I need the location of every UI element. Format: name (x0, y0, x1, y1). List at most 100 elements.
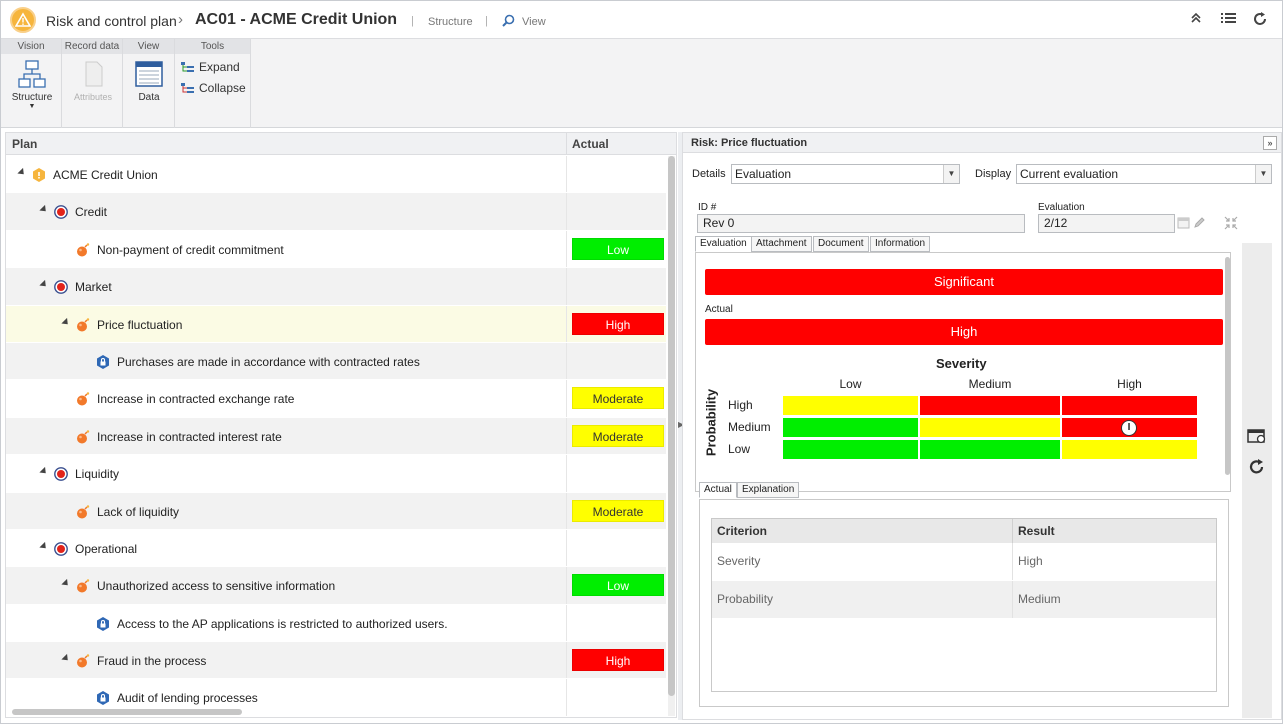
risk-bomb-icon (77, 243, 90, 257)
table-row[interactable]: Unauthorized access to sensitive informa… (6, 567, 666, 605)
divider (566, 417, 567, 455)
tree-node-label[interactable]: Purchases are made in accordance with co… (117, 354, 420, 369)
tab-actual[interactable]: Actual (699, 482, 737, 498)
table-row[interactable]: Access to the AP applications is restric… (6, 604, 666, 643)
expand-arrow-icon[interactable] (61, 579, 71, 589)
structure-link[interactable]: Structure (428, 16, 473, 28)
divider (566, 679, 567, 716)
expand-button[interactable]: Expand (180, 60, 240, 74)
matrix-cell[interactable] (782, 395, 919, 416)
expand-arrow-icon[interactable] (39, 467, 49, 477)
matrix-cell[interactable] (782, 417, 919, 438)
attributes-button[interactable]: Attributes (66, 59, 120, 102)
matrix-cell[interactable]: I (1061, 417, 1198, 438)
tree-node-label[interactable]: Unauthorized access to sensitive informa… (97, 579, 336, 594)
matrix-cell[interactable] (919, 395, 1061, 416)
table-row[interactable]: Lack of liquidity Moderate (6, 492, 666, 530)
table-row[interactable]: Non-payment of credit commitment Low (6, 230, 666, 269)
matrix-cell[interactable] (1061, 439, 1198, 460)
tree-node-label[interactable]: Increase in contracted exchange rate (97, 392, 295, 407)
warning-icon (10, 7, 36, 33)
refresh-icon[interactable] (1248, 458, 1266, 479)
matrix-column-label: Low (839, 377, 862, 391)
matrix-cell[interactable] (919, 417, 1061, 438)
collapse-panel-icon[interactable]: » (1263, 136, 1277, 150)
table-row[interactable]: ACME Credit Union (6, 156, 666, 194)
record-title: AC01 - ACME Credit Union (195, 11, 398, 28)
table-row[interactable]: Purchases are made in accordance with co… (6, 342, 666, 381)
shrink-icon[interactable] (1224, 216, 1238, 233)
display-select[interactable]: Current evaluation ▼ (1016, 164, 1272, 184)
edit-icon[interactable] (1193, 216, 1206, 232)
evaluation-label: Evaluation (1038, 202, 1085, 213)
details-select[interactable]: Evaluation ▼ (731, 164, 960, 184)
tree-node-label[interactable]: Liquidity (75, 467, 120, 482)
expand-arrow-icon[interactable] (61, 653, 71, 664)
table-row[interactable]: Audit of lending processes (6, 679, 666, 717)
tab-explanation[interactable]: Explanation (737, 482, 800, 498)
category-icon (54, 280, 68, 295)
control-shield-icon (97, 616, 109, 631)
table-row[interactable]: Market (6, 268, 666, 306)
column-header-plan[interactable]: Plan (12, 137, 38, 151)
table-row[interactable]: Credit (6, 193, 666, 231)
id-field[interactable]: Rev 0 (697, 214, 1025, 233)
matrix-cell[interactable] (1061, 395, 1198, 416)
tree-node-label[interactable]: Audit of lending processes (117, 691, 258, 706)
matrix-cell[interactable] (782, 439, 919, 460)
view-history-icon[interactable] (1247, 428, 1267, 447)
tree-node-label[interactable]: Non-payment of credit commitment (97, 242, 284, 257)
splitter-handle[interactable]: ▶ (678, 132, 684, 720)
expand-arrow-icon[interactable] (39, 541, 49, 552)
tab-attachment[interactable]: Attachment (751, 236, 812, 252)
scrollbar-thumb[interactable] (668, 156, 675, 696)
tree-node-label[interactable]: Access to the AP applications is restric… (117, 616, 448, 631)
horizontal-scrollbar[interactable] (12, 709, 242, 715)
scrollbar[interactable] (1225, 257, 1230, 475)
tree-node-label[interactable]: Lack of liquidity (97, 504, 180, 519)
collapse-up-icon[interactable] (1190, 11, 1202, 29)
app-title: Risk and control plan (46, 13, 177, 29)
tab-document[interactable]: Document (813, 236, 869, 252)
tree-node-label[interactable]: Price fluctuation (97, 317, 183, 332)
data-button[interactable]: Data (131, 59, 167, 103)
structure-icon (18, 60, 46, 88)
view-link[interactable]: View (522, 16, 546, 28)
calendar-icon[interactable] (1177, 216, 1190, 232)
table-row[interactable]: Increase in contracted exchange rate Mode… (6, 380, 666, 418)
ribbon-group-title: View (123, 39, 174, 54)
list-icon[interactable] (1221, 11, 1237, 29)
tree-node-label[interactable]: ACME Credit Union (53, 168, 158, 182)
refresh-icon[interactable] (1252, 11, 1268, 31)
tab-information[interactable]: Information (870, 236, 931, 252)
column-header-actual[interactable]: Actual (572, 137, 609, 151)
vertical-scrollbar[interactable] (668, 156, 675, 716)
ribbon-group-title: Tools (175, 39, 250, 54)
collapse-button[interactable]: Collapse (180, 81, 246, 95)
tree-node-label[interactable]: Credit (75, 205, 108, 220)
expand-arrow-icon[interactable] (39, 205, 49, 215)
tree-node-label[interactable]: Market (75, 280, 112, 295)
table-row[interactable]: Fraud in the process High (6, 642, 666, 680)
table-row[interactable]: Operational (6, 529, 666, 568)
search-icon[interactable] (502, 14, 515, 30)
table-row[interactable]: Liquidity (6, 455, 666, 493)
tree-node-label[interactable]: Fraud in the process (97, 654, 207, 669)
tree-node-label[interactable]: Operational (75, 541, 138, 556)
tab-evaluation[interactable]: Evaluation (695, 236, 752, 252)
tree-node-label[interactable]: Increase in contracted interest rate (97, 429, 282, 444)
column-header-criterion[interactable]: Criterion (712, 519, 1012, 543)
table-row[interactable]: Increase in contracted interest rate Mode… (6, 417, 666, 456)
expand-arrow-icon[interactable] (17, 167, 27, 178)
evaluation-field[interactable]: 2/12 (1038, 214, 1175, 233)
expand-arrow-icon[interactable] (61, 317, 71, 327)
table-row[interactable]: Price fluctuation High (6, 305, 666, 343)
risk-bomb-icon (77, 579, 90, 593)
status-badge: Moderate (572, 424, 664, 447)
structure-button[interactable]: Structure ▼ (6, 59, 58, 110)
matrix-cell[interactable] (919, 439, 1061, 460)
detail-header: Risk: Price fluctuation » (683, 133, 1281, 153)
chevron-down-icon: ▼ (1255, 165, 1271, 183)
column-header-result[interactable]: Result (1012, 519, 1216, 543)
expand-arrow-icon[interactable] (39, 280, 49, 290)
